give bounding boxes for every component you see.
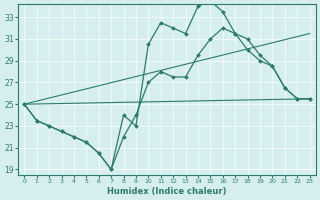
X-axis label: Humidex (Indice chaleur): Humidex (Indice chaleur) [107,187,227,196]
